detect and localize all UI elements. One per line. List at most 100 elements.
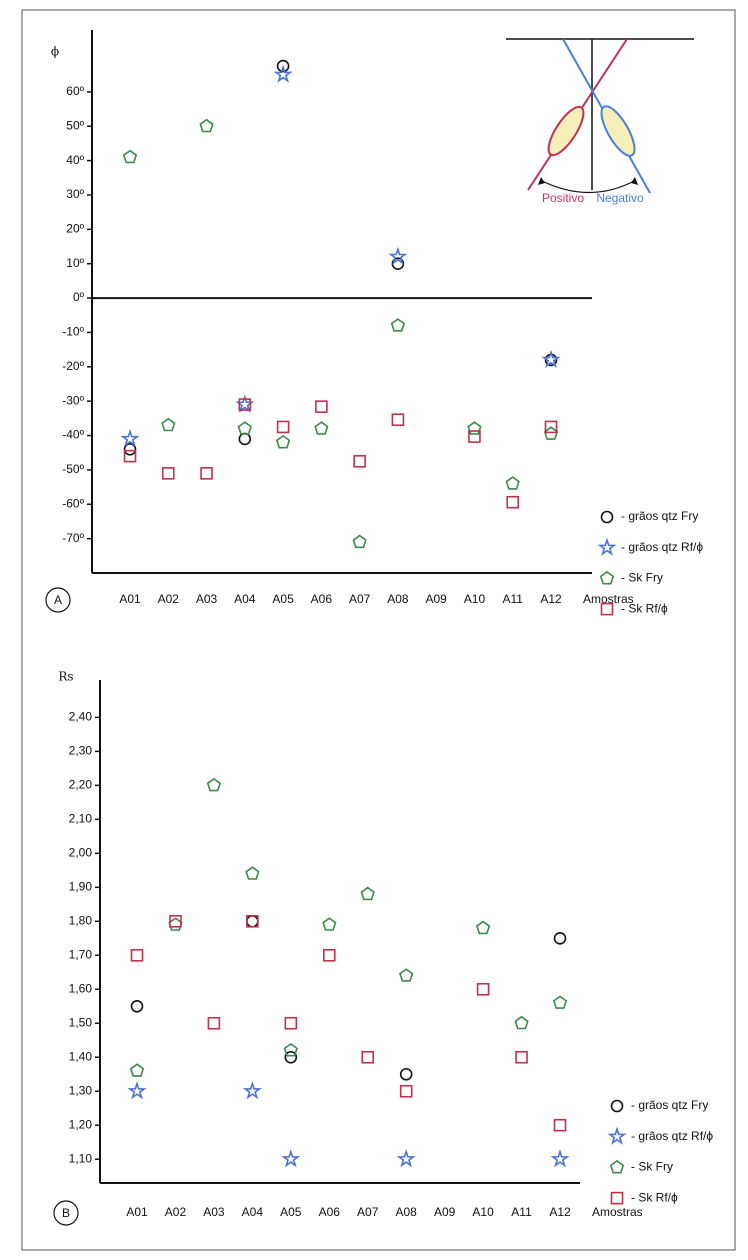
point: [206, 777, 222, 792]
panel-letter: B: [62, 1206, 70, 1220]
x-tick-label: A07: [357, 1205, 379, 1219]
point: [399, 1084, 413, 1098]
x-tick-label: A09: [434, 1205, 456, 1219]
panel-badge: [45, 587, 71, 613]
legend-label: - grãos qtz Fry: [621, 509, 698, 523]
point: [238, 398, 252, 411]
panel-badge: [53, 1200, 79, 1226]
x-tick-label: A01: [119, 592, 141, 606]
y-tick-label: 60º: [66, 84, 84, 98]
point: [314, 421, 329, 435]
y-tick-label: 50º: [66, 118, 84, 132]
y-tick-label: 2,30: [69, 744, 93, 758]
legend-marker: [600, 510, 614, 524]
point: [161, 467, 175, 480]
x-tick-label: A04: [242, 1205, 264, 1219]
point: [322, 948, 336, 962]
x-axis-label: Amostras: [592, 1205, 643, 1219]
x-tick-label: A06: [319, 1205, 341, 1219]
y-tick-label: 1,60: [69, 981, 93, 995]
point: [361, 1050, 375, 1064]
legend-label: - Sk Rf/ϕ: [631, 1190, 678, 1204]
point: [322, 917, 337, 931]
point: [390, 318, 406, 332]
point: [553, 931, 567, 945]
point: [120, 428, 140, 448]
point: [130, 999, 144, 1013]
x-tick-label: A11: [511, 1205, 532, 1219]
y-tick-label: -20º: [62, 359, 84, 373]
x-tick-label: A03: [196, 592, 218, 606]
point: [552, 995, 568, 1009]
y-tick-label: 10º: [66, 256, 84, 270]
point: [399, 968, 414, 982]
point: [514, 1015, 529, 1030]
point: [283, 1043, 298, 1057]
x-axis-label: Amostras: [583, 592, 634, 606]
legend-label: - Sk Fry: [621, 571, 663, 585]
legend-label: - grãos qtz Rf/ϕ: [621, 540, 703, 554]
point: [284, 1050, 298, 1064]
point: [467, 421, 482, 435]
point: [544, 420, 558, 434]
point: [515, 1050, 528, 1064]
point: [476, 982, 490, 996]
point: [130, 948, 144, 962]
point: [276, 59, 290, 73]
y-tick-label: 1,20: [69, 1117, 93, 1131]
y-tick-label: 40º: [66, 153, 84, 167]
point: [238, 432, 252, 446]
x-tick-label: A08: [387, 592, 409, 606]
point: [246, 915, 259, 928]
legend-marker: [599, 570, 615, 585]
point: [245, 866, 260, 880]
legend-label: - Sk Rf/ϕ: [621, 601, 668, 615]
point: [505, 476, 520, 490]
point: [161, 417, 176, 432]
x-tick-label: A10: [464, 592, 486, 606]
y-tick-label: 2,40: [69, 710, 93, 724]
y-tick-label: 0º: [73, 290, 85, 304]
y-tick-label: 2,00: [69, 846, 93, 860]
inset-diagram: [506, 38, 694, 194]
y-tick-label: 1,30: [69, 1083, 93, 1097]
y-tick-label: -30º: [62, 393, 84, 407]
y-tick-label: 2,20: [69, 778, 93, 792]
point: [122, 149, 138, 164]
x-tick-label: A12: [540, 592, 562, 606]
point: [353, 455, 366, 468]
x-tick-label: A07: [349, 592, 371, 606]
point: [360, 886, 375, 901]
panel-letter: A: [54, 593, 62, 607]
point: [246, 915, 259, 928]
y-axis-label: Rs: [58, 670, 73, 684]
point: [199, 118, 214, 133]
point: [468, 430, 481, 443]
point: [391, 413, 405, 427]
point: [352, 534, 367, 549]
x-tick-label: A08: [396, 1205, 418, 1219]
annotation: Positivo: [542, 191, 584, 205]
x-tick-label: A01: [126, 1205, 148, 1219]
y-tick-label: -40º: [62, 428, 84, 442]
x-tick-label: A03: [203, 1205, 225, 1219]
y-tick-label: 1,80: [69, 913, 93, 927]
x-tick-label: A02: [158, 592, 180, 606]
y-tick-label: 1,10: [69, 1151, 93, 1165]
y-tick-label: 1,50: [69, 1015, 93, 1029]
legend-marker: [609, 1159, 625, 1174]
y-tick-label: -70º: [62, 531, 84, 545]
point: [237, 421, 252, 435]
legend-marker: [607, 1126, 627, 1145]
legend-marker: [610, 1099, 624, 1113]
point: [399, 1067, 413, 1081]
y-tick-label: 1,90: [69, 879, 93, 893]
point: [550, 1149, 570, 1168]
point: [242, 1081, 262, 1100]
y-tick-label: -50º: [62, 462, 84, 476]
y-tick-label: 1,40: [69, 1049, 93, 1063]
frame: [21, 9, 736, 1251]
point: [129, 1063, 145, 1077]
legend-marker: [610, 1191, 624, 1205]
